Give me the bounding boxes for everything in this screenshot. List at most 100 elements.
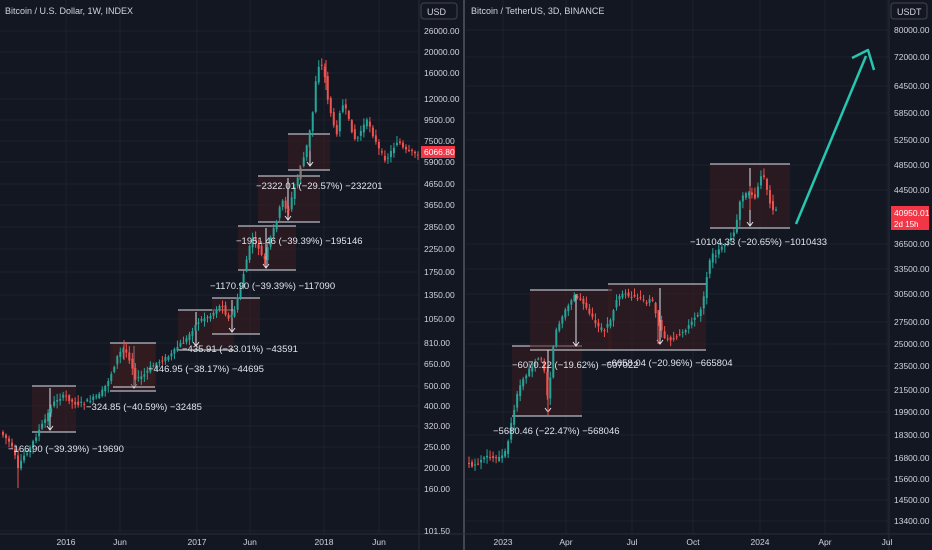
last-price-value: 40950.01 [894,208,930,218]
candle [588,308,591,314]
time-tick-label: Jun [243,537,257,547]
price-tick-label: 33500.00 [894,264,930,274]
price-tick-label: 48500.00 [894,160,930,170]
price-tick-label: 650.00 [424,359,450,369]
candle [675,336,678,338]
candle [176,346,179,351]
candle [62,394,65,398]
candle [353,129,356,140]
candle [627,292,630,297]
candle [660,320,663,331]
time-tick-label: Jul [882,537,893,547]
candle [477,463,480,465]
candle [191,331,194,336]
candle [738,201,741,220]
candle [657,311,660,322]
price-tick-label: 15600.00 [894,474,930,484]
candle [597,322,600,327]
candle [350,120,353,133]
candle [678,334,681,336]
candle [495,457,498,459]
candle [708,260,711,274]
candle [80,401,83,403]
candle [723,244,726,247]
drawdown-box [212,298,260,334]
candle [2,431,5,436]
candle [648,298,651,303]
measure-arrow-head [284,215,292,221]
candle [768,190,771,204]
candle [561,316,564,324]
candle [621,293,624,298]
candle [236,297,239,310]
candle [188,334,191,341]
candle [546,371,549,396]
candle [362,124,365,133]
candle [525,375,528,379]
candle [101,389,104,396]
candle [149,366,152,372]
candle [281,200,284,207]
candle [299,168,302,179]
time-tick-label: Jun [372,537,386,547]
chart-title: Bitcoin / TetherUS, 3D, BINANCE [471,6,604,16]
candle [398,141,401,144]
candle [194,325,197,331]
price-tick-label: 3650.00 [424,200,455,210]
candle [170,353,173,357]
candle [510,423,513,440]
candle [206,316,209,318]
price-tick-label: 52500.00 [894,135,930,145]
price-tick-label: 400.00 [424,401,450,411]
candle [576,295,579,298]
time-tick-label: 2023 [494,537,513,547]
candle [125,349,128,353]
candle [359,130,362,136]
candle [341,105,344,112]
candle [290,197,293,210]
candle [221,305,224,308]
candle [702,296,705,309]
candle [543,361,546,371]
candle [389,150,392,158]
candle [468,462,471,464]
price-tick-label: 13400.00 [894,516,930,526]
candle [582,298,585,304]
measure-label: −6658.04 (−20.96%) −665804 [606,358,733,369]
candle [140,376,143,380]
candle [233,310,236,317]
candle [711,253,714,263]
candle [323,66,326,78]
candle [747,192,750,196]
last-price-tag [421,146,455,158]
candle [230,314,233,318]
candle [212,312,215,316]
candle [245,259,248,272]
candle [771,201,774,211]
candle [356,137,359,139]
candle [11,442,14,447]
candle [77,401,80,406]
candle [639,296,642,298]
candle [645,302,648,304]
price-tick-label: 30500.00 [894,289,930,299]
candle [594,320,597,324]
candle [663,331,666,339]
measure-label: −6070.22 (−19.62%) −607022 [512,360,639,371]
candle [14,448,17,456]
candle [717,249,720,255]
candle [146,370,149,373]
candle [564,309,567,318]
measure-arrow-head [572,341,580,347]
candle [377,141,380,149]
candle [732,232,735,237]
candle [630,296,633,298]
measure-arrow-head [262,263,270,269]
candle [185,338,188,343]
candle [23,455,26,461]
candle [308,130,311,148]
candle [203,318,206,322]
candle [38,429,41,437]
candle [56,400,59,402]
